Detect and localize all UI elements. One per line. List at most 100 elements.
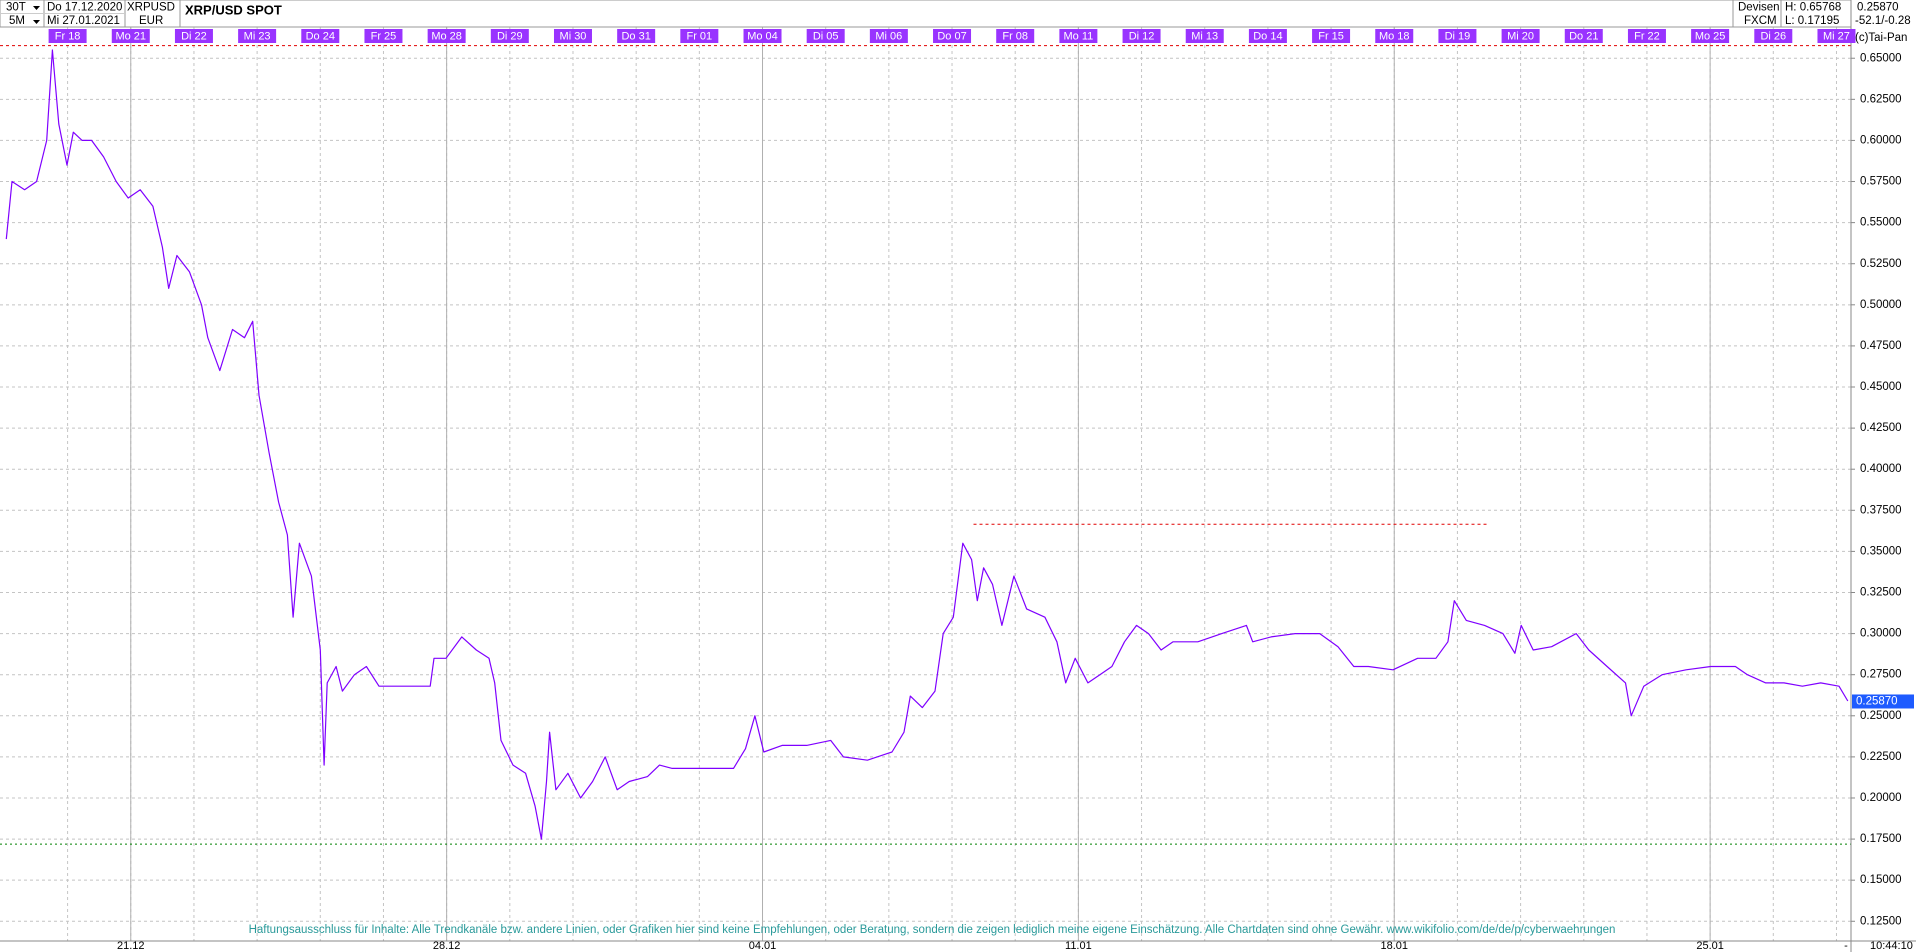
symbol: XRPUSD xyxy=(127,2,175,14)
y-tick-label: 0.42500 xyxy=(1860,422,1902,434)
day-label-box xyxy=(111,29,150,43)
grid xyxy=(0,27,1851,941)
resolution[interactable]: 5M xyxy=(9,15,25,27)
y-tick-label: 0.57500 xyxy=(1860,176,1902,188)
day-label-box xyxy=(1312,29,1351,43)
day-label: Fr 08 xyxy=(1002,30,1028,42)
y-tick-label: 0.15000 xyxy=(1860,874,1902,886)
day-label-box xyxy=(1375,29,1414,43)
y-tick-label: 0.52500 xyxy=(1860,258,1902,270)
day-label: Mi 06 xyxy=(875,30,902,42)
day-label-box xyxy=(1059,29,1098,43)
day-label-box xyxy=(1564,29,1603,43)
currency: EUR xyxy=(139,15,163,27)
x-tick-label: 28.12 xyxy=(433,940,461,952)
day-label-box xyxy=(48,29,87,43)
x-tick-label: 18.01 xyxy=(1380,940,1408,952)
day-label: Di 22 xyxy=(181,30,207,42)
day-label-box xyxy=(301,29,340,43)
day-label: Fr 22 xyxy=(1634,30,1660,42)
day-label: Di 19 xyxy=(1445,30,1471,42)
day-label-box xyxy=(364,29,403,43)
y-tick-label: 0.60000 xyxy=(1860,134,1902,146)
day-label-box xyxy=(1185,29,1224,43)
from-date[interactable]: Do 17.12.2020 xyxy=(47,2,122,14)
day-label-box xyxy=(490,29,529,43)
change: -52.1/-0.28 xyxy=(1855,15,1911,27)
interval[interactable]: 30T xyxy=(6,2,26,14)
day-label-box xyxy=(174,29,213,43)
y-tick-label: 0.65000 xyxy=(1860,52,1902,64)
day-label: Di 29 xyxy=(497,30,523,42)
day-label: Do 31 xyxy=(621,30,650,42)
group: Devisen xyxy=(1738,2,1780,14)
y-tick-label: 0.62500 xyxy=(1860,93,1902,105)
day-label: Di 12 xyxy=(1129,30,1155,42)
day-label-box xyxy=(1501,29,1540,43)
y-tick-label: 0.55000 xyxy=(1860,217,1902,229)
header-bar xyxy=(0,0,1852,28)
x-tick-label: 04.01 xyxy=(749,940,777,952)
day-label-box xyxy=(806,29,845,43)
y-tick-label: 0.17500 xyxy=(1860,833,1902,845)
day-label-box xyxy=(1438,29,1477,43)
day-label: Fr 15 xyxy=(1318,30,1344,42)
y-tick-label: 0.40000 xyxy=(1860,463,1902,475)
day-label: Do 24 xyxy=(306,30,335,42)
day-label: Fr 18 xyxy=(55,30,81,42)
to-date[interactable]: Mi 27.01.2021 xyxy=(47,15,120,27)
day-label-box xyxy=(743,29,782,43)
low: L: 0.17195 xyxy=(1785,15,1839,27)
day-label: Do 21 xyxy=(1569,30,1598,42)
day-label: Mo 28 xyxy=(431,30,462,42)
y-tick-label: 0.32500 xyxy=(1860,587,1902,599)
corner-mark: - xyxy=(1844,940,1848,952)
x-tick-label: 21.12 xyxy=(117,940,145,952)
copyright: (c)Tai-Pan xyxy=(1855,32,1907,44)
y-tick-label: 0.47500 xyxy=(1860,340,1902,352)
dropdown-icon[interactable] xyxy=(33,6,40,10)
day-label: Mo 18 xyxy=(1379,30,1410,42)
day-label-box xyxy=(1122,29,1161,43)
day-label-box xyxy=(427,29,466,43)
time: 10:44:10 xyxy=(1870,940,1913,952)
day-label: Mo 21 xyxy=(115,30,146,42)
y-tick-label: 0.22500 xyxy=(1860,751,1902,763)
day-label: Di 26 xyxy=(1760,30,1786,42)
disclaimer: Haftungsausschluss für Inhalte: Alle Tre… xyxy=(249,924,1616,936)
y-tick-label: 0.12500 xyxy=(1860,915,1902,927)
dropdown-icon[interactable] xyxy=(33,20,40,24)
last: 0.25870 xyxy=(1857,2,1899,14)
day-label-box xyxy=(1691,29,1730,43)
day-label-box xyxy=(933,29,972,43)
y-tick-label: 0.20000 xyxy=(1860,792,1902,804)
day-label: Fr 25 xyxy=(371,30,397,42)
y-tick-label: 0.50000 xyxy=(1860,299,1902,311)
day-label: Do 14 xyxy=(1253,30,1282,42)
day-label: Mi 23 xyxy=(244,30,271,42)
plot xyxy=(0,45,1851,845)
day-label-box xyxy=(553,29,592,43)
day-label: Mi 27 xyxy=(1823,30,1850,42)
day-label-box xyxy=(996,29,1035,43)
day-label-box xyxy=(1817,29,1856,43)
x-tick-label: 11.01 xyxy=(1065,940,1092,952)
y-tick-label: 0.30000 xyxy=(1860,628,1902,640)
last-value-label: 0.25870 xyxy=(1856,696,1898,708)
day-label-box xyxy=(680,29,719,43)
day-label-box xyxy=(1754,29,1793,43)
y-tick-label: 0.45000 xyxy=(1860,381,1902,393)
day-label-box xyxy=(1627,29,1666,43)
day-label-box xyxy=(238,29,277,43)
day-label: Mi 13 xyxy=(1191,30,1218,42)
day-label-box xyxy=(869,29,908,43)
y-tick-label: 0.27500 xyxy=(1860,669,1902,681)
day-label: Fr 01 xyxy=(686,30,712,42)
chart-title: XRP/USD SPOT xyxy=(185,2,282,17)
x-tick-label: 25.01 xyxy=(1696,940,1724,952)
day-label: Mi 30 xyxy=(560,30,587,42)
last-value-box xyxy=(1852,694,1914,709)
high: H: 0.65768 xyxy=(1785,2,1841,14)
